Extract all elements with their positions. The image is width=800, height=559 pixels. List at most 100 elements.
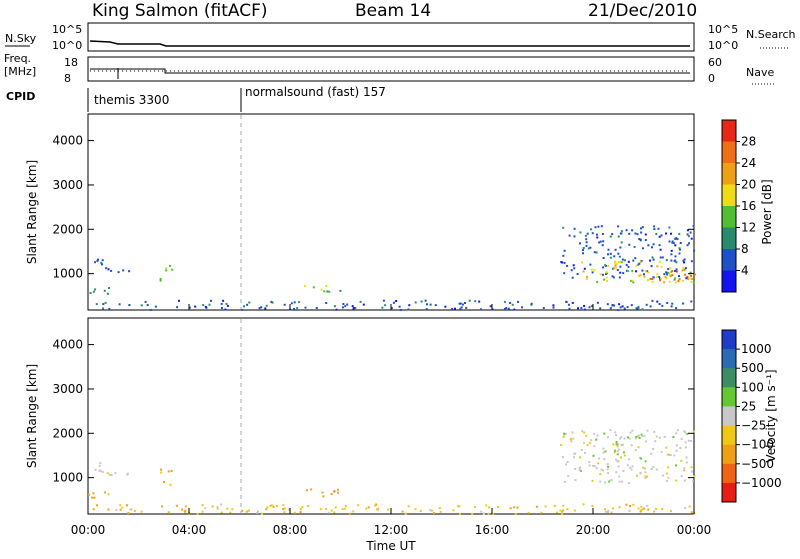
- scatter-cell: [659, 248, 662, 251]
- nsky-trace: [89, 40, 690, 47]
- nsky-panel: [87, 22, 695, 52]
- scatter-cell: [675, 270, 678, 273]
- scatter-cell: [395, 300, 398, 302]
- scatter-cell: [390, 307, 393, 310]
- scatter-cell: [658, 260, 661, 263]
- colorbar-tick-label: 4: [741, 264, 749, 278]
- scatter-cell: [684, 441, 687, 444]
- scatter-cell: [667, 476, 670, 479]
- cpid-themis: themis 3300: [94, 93, 169, 107]
- scatter-cell: [629, 466, 632, 469]
- scatter-cell: [328, 290, 331, 293]
- scatter-cell: [458, 512, 461, 515]
- scatter-cell: [633, 246, 636, 248]
- scatter-cell: [665, 277, 668, 280]
- scatter-cell: [163, 481, 165, 484]
- scatter-cell: [631, 429, 634, 432]
- scatter-cell: [516, 506, 519, 509]
- freq-label-2: [MHz]: [4, 65, 36, 78]
- scatter-cell: [646, 429, 649, 432]
- scatter-cell: [92, 492, 95, 495]
- scatter-cell: [686, 244, 689, 247]
- scatter-cell: [513, 506, 516, 509]
- scatter-cell: [689, 231, 692, 234]
- scatter-cell: [562, 509, 565, 512]
- scatter-cell: [497, 506, 499, 508]
- scatter-cell: [188, 306, 191, 309]
- scatter-cell: [602, 257, 605, 259]
- scatter-cell: [210, 299, 212, 302]
- scatter-cell: [566, 460, 569, 463]
- scatter-cell: [618, 255, 621, 258]
- scatter-cell: [640, 231, 643, 234]
- scatter-cell: [618, 276, 621, 279]
- scatter-cell: [653, 225, 656, 228]
- colorbar-cell: [722, 368, 736, 388]
- power-ylabel: Slant Range [km]: [25, 160, 39, 264]
- scatter-cell: [639, 238, 642, 241]
- scatter-cell: [647, 271, 650, 274]
- scatter-cell: [616, 453, 619, 456]
- x-axis-label: Time UT: [365, 539, 416, 553]
- scatter-cell: [563, 249, 566, 252]
- scatter-cell: [571, 276, 574, 279]
- scatter-cell: [683, 469, 686, 472]
- scatter-cell: [107, 493, 110, 496]
- scatter-cell: [296, 307, 299, 310]
- scatter-cell: [351, 305, 354, 308]
- scatter-cell: [563, 261, 566, 264]
- scatter-cell: [644, 475, 647, 478]
- scatter-cell: [341, 306, 344, 309]
- nave-tick-hi: 60: [708, 56, 722, 69]
- scatter-cell: [680, 475, 683, 478]
- scatter-cell: [622, 272, 625, 275]
- scatter-cell: [359, 300, 362, 303]
- scatter-cell: [458, 505, 461, 508]
- scatter-cell: [616, 445, 619, 448]
- x-tick-label: 08:00: [273, 523, 308, 537]
- scatter-cell: [271, 301, 274, 304]
- scatter-cell: [605, 510, 607, 513]
- scatter-cell: [665, 232, 667, 235]
- scatter-cell: [682, 267, 685, 270]
- colorbar-tick-label: −500: [741, 457, 774, 471]
- y-tick-label: 3000: [52, 178, 83, 192]
- scatter-cell: [689, 271, 692, 274]
- scatter-cell: [620, 261, 623, 264]
- scatter-cell: [676, 238, 679, 241]
- scatter-cell: [628, 437, 631, 440]
- scatter-cell: [293, 301, 296, 304]
- scatter-cell: [248, 301, 251, 304]
- scatter-cell: [560, 444, 563, 446]
- scatter-cell: [451, 307, 454, 310]
- scatter-cell: [639, 274, 642, 277]
- scatter-cell: [585, 241, 588, 244]
- colorbar-cell: [722, 249, 736, 271]
- scatter-cell: [588, 441, 591, 444]
- scatter-cell: [638, 238, 641, 240]
- scatter-cell: [224, 308, 227, 311]
- scatter-cell: [133, 510, 136, 512]
- scatter-cell: [641, 226, 644, 229]
- nave-tick-lo: 0: [708, 72, 715, 85]
- scatter-cell: [601, 244, 604, 247]
- scatter-cell: [95, 504, 98, 507]
- scatter-cell: [339, 289, 342, 292]
- scatter-cell: [667, 466, 670, 469]
- scatter-cell: [301, 506, 304, 509]
- scatter-cell: [653, 510, 656, 513]
- scatter-cell: [419, 510, 422, 512]
- scatter-cell: [562, 226, 565, 229]
- scatter-cell: [226, 507, 229, 510]
- scatter-cell: [222, 299, 225, 302]
- scatter-cell: [110, 269, 113, 272]
- scatter-cell: [479, 308, 482, 311]
- scatter-cell: [692, 430, 695, 433]
- scatter-cell: [591, 232, 594, 235]
- scatter-cell: [610, 511, 613, 514]
- scatter-cell: [609, 235, 612, 238]
- scatter-cell: [283, 511, 286, 514]
- scatter-cell: [599, 273, 602, 276]
- scatter-cell: [589, 246, 592, 249]
- scatter-cell: [387, 508, 390, 511]
